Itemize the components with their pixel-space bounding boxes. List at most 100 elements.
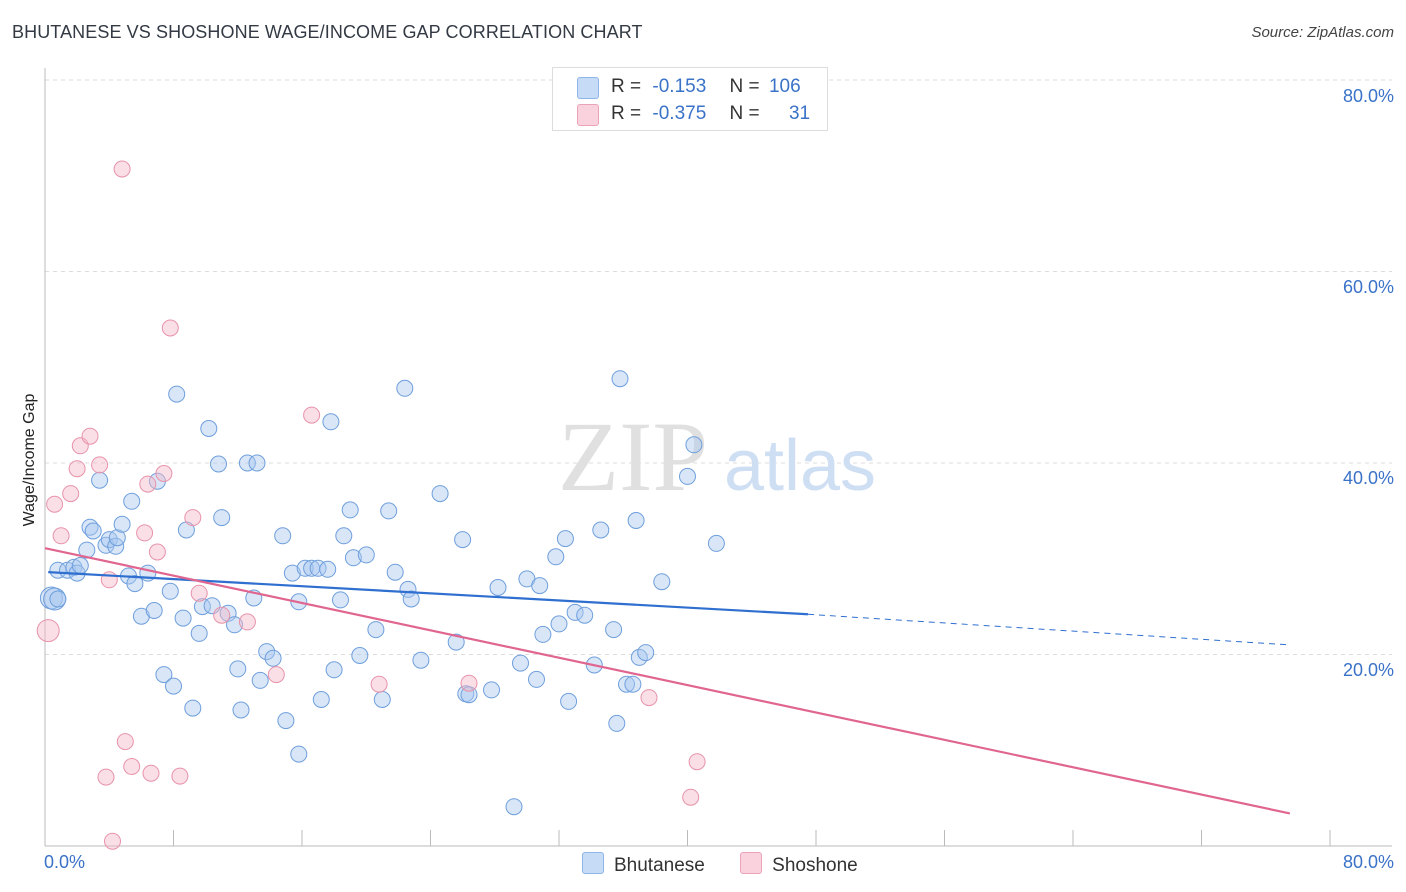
y-tick-label-20: 20.0% [1342,660,1394,680]
shoshone-point [91,456,109,474]
shoshone-trend-line [44,547,1291,815]
bhutanese-point [174,609,192,627]
y-tick-label-60: 60.0% [1342,277,1394,297]
shoshone-point [68,460,86,478]
series-swatch-shoshone [740,852,763,874]
bhutanese-point [325,661,343,679]
bhutanese-point [283,564,301,582]
trend-lines [44,547,1291,815]
bhutanese-point [528,670,545,688]
shoshone-point [190,584,208,602]
bhutanese-point [107,537,125,555]
bhutanese-point [489,579,507,596]
bhutanese-point [679,467,696,485]
shoshone-point [52,527,70,545]
chart-title: BHUTANESE VS SHOSHONE WAGE/INCOME GAP CO… [12,22,643,42]
bhutanese-point [274,527,292,545]
shoshone-point [81,427,99,445]
bhutanese-point [190,624,208,642]
bhutanese-point [512,654,529,672]
x-tick-label-min: 0.0% [44,852,86,872]
grid-lines [45,79,1392,655]
stats-legend: R = -0.153 N = 106 R = -0.375 N = 31 [552,67,828,131]
shoshone-point [113,160,131,178]
shoshone-point [688,753,706,771]
bhutanese-point [132,607,150,625]
bhutanese-point [264,649,282,667]
bhutanese-point [592,521,610,539]
legend-n-value: 106 [768,76,801,97]
shoshone-point [213,606,231,624]
axes [44,68,1392,847]
bhutanese-trend-extension [807,613,1290,646]
shoshone-point [460,674,478,692]
series-legend-label-shoshone: Shoshone [772,855,858,876]
bhutanese-point [65,558,83,576]
shoshone-point [161,319,179,337]
bhutanese-point [296,559,314,577]
bhutanese-point [319,560,337,578]
x-tick-label-max: 80.0% [1342,852,1394,872]
shoshone-point [97,768,115,786]
shoshone-point [104,832,121,850]
legend-r-label: R = [611,76,642,97]
series-swatch-bhutanese [582,852,604,874]
bhutanese-point [556,530,574,548]
bhutanese-point [611,370,629,388]
bhutanese-point [238,454,256,472]
bhutanese-point [248,454,266,472]
bhutanese-point [290,745,308,763]
bhutanese-point [165,677,182,695]
bhutanese-point [550,615,568,633]
bhutanese-point [707,534,725,552]
shoshone-point [370,675,388,693]
bhutanese-point [322,413,340,431]
bhutanese-point [637,644,655,662]
bhutanese-point [161,582,179,600]
shoshone-point [148,543,166,561]
bhutanese-point [608,714,626,732]
bhutanese-point [357,546,375,564]
shoshone-point [267,666,285,684]
bhutanese-point [624,675,642,693]
bhutanese-point [685,436,703,454]
series-legend-bhutanese: Bhutanese [582,852,710,876]
legend-r-label: R = [611,103,642,124]
legend-r-value: -0.375 [652,103,707,124]
bhutanese-point [618,675,635,693]
bhutanese-point [312,691,330,708]
shoshone-point [303,406,321,424]
bhutanese-point [335,527,353,545]
bhutanese-point [258,643,276,661]
bhutanese-point [184,699,202,717]
series-legend-shoshone: Shoshone [740,852,858,876]
bhutanese-point [547,548,565,566]
bhutanese-point [168,385,186,403]
bhutanese-point [210,455,227,473]
bhutanese-point [653,573,671,591]
bhutanese-point [447,633,465,651]
shoshone-point [123,758,141,775]
shoshone-point [682,788,700,806]
bhutanese-point [396,379,414,397]
bhutanese-point [367,621,385,639]
bhutanese-point [200,420,218,437]
legend-n-value: 31 [788,103,811,124]
bhutanese-point [155,666,173,684]
bhutanese-point [560,692,578,710]
shoshone-point [46,495,64,513]
legend-n-label: N = [729,103,760,124]
y-tick-label-40: 40.0% [1342,468,1394,488]
bhutanese-trend-line [48,571,809,616]
bhutanese-point [226,616,243,634]
bhutanese-point [113,515,131,533]
bhutanese-point [534,625,552,643]
bhutanese-point [49,590,67,608]
legend-r-value: -0.153 [652,76,707,97]
bhutanese-point [454,531,472,549]
shoshone-point [116,733,134,751]
bhutanese-point [627,512,645,529]
legend-swatch-shoshone [577,104,599,126]
legend-n-label: N = [729,76,760,97]
